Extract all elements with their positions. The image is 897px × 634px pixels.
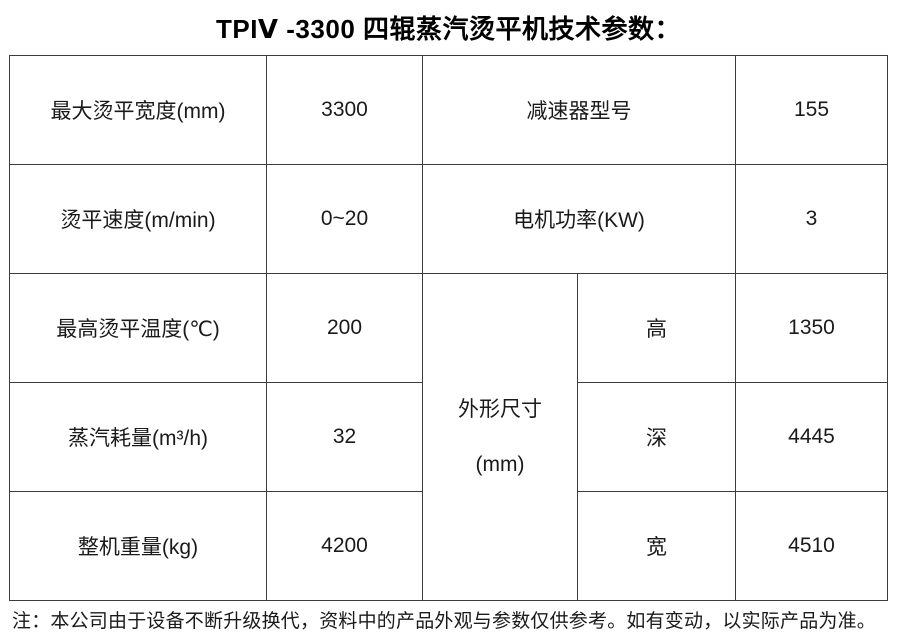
spec-value-cell: 4200: [266, 491, 423, 601]
table-row: 蒸汽耗量(m³/h) 32 深 4445: [9, 382, 888, 492]
spec-label-cell: 烫平速度(m/min): [9, 164, 267, 274]
dimension-value-cell: 4445: [735, 382, 888, 492]
dimension-unit: (mm): [475, 453, 525, 476]
dimension-name-cell: 宽: [577, 491, 736, 601]
spec-value-cell: 32: [266, 382, 423, 492]
spec-label-cell: 蒸汽耗量(m³/h): [9, 382, 267, 492]
table-row: 最高烫平温度(℃) 200 外形尺寸 (mm) 高 1350: [9, 273, 888, 601]
spec-label-cell: 整机重量(kg): [9, 491, 267, 601]
table-row: 整机重量(kg) 4200 宽 4510: [9, 491, 888, 601]
dimension-name-cell: 深: [577, 382, 736, 492]
spec-label-cell: 减速器型号: [422, 55, 736, 165]
spec-value-cell: 0~20: [266, 164, 423, 274]
table-row: 最大烫平宽度(mm) 3300 减速器型号 155: [9, 55, 888, 165]
dimension-value-cell: 1350: [735, 273, 888, 383]
spec-label-cell: 电机功率(KW): [422, 164, 736, 274]
dimension-name-cell: 高: [577, 273, 736, 383]
page-title: TPIⅤ -3300 四辊蒸汽烫平机技术参数：: [215, 14, 681, 44]
spec-label-cell: 最高烫平温度(℃): [9, 273, 267, 383]
table-row: 烫平速度(m/min) 0~20 电机功率(KW) 3: [9, 164, 888, 274]
spec-value-cell: 200: [266, 273, 423, 383]
footnote: 注：本公司由于设备不断升级换代，资料中的产品外观与参数仅供参考。如有变动，以实际…: [12, 611, 877, 632]
dimension-header-cell: 外形尺寸 (mm): [422, 273, 578, 601]
spec-table: 最大烫平宽度(mm) 3300 减速器型号 155 烫平速度(m/min) 0~…: [9, 55, 888, 601]
dimension-title: 外形尺寸: [458, 398, 542, 421]
dimension-value-cell: 4510: [735, 491, 888, 601]
spec-value-cell: 155: [735, 55, 888, 165]
spec-value-cell: 3: [735, 164, 888, 274]
spec-value-cell: 3300: [266, 55, 423, 165]
spec-label-cell: 最大烫平宽度(mm): [9, 55, 267, 165]
spec-sheet-page: TPIⅤ -3300 四辊蒸汽烫平机技术参数： 最大烫平宽度(mm) 3300 …: [0, 9, 897, 634]
